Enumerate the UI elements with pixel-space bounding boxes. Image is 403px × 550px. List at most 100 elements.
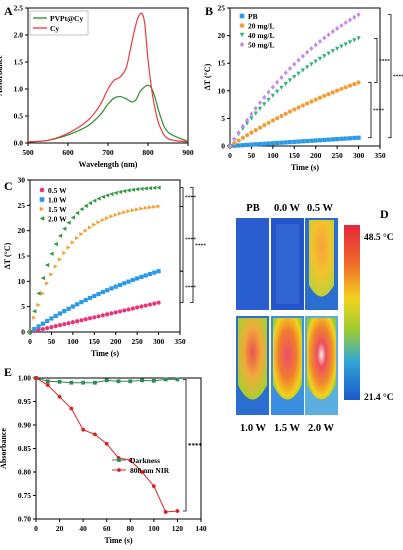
data-point <box>36 324 41 329</box>
data-point <box>92 293 97 299</box>
data-point <box>236 143 241 148</box>
data-point <box>105 193 110 198</box>
data-point <box>57 257 63 262</box>
y-tick-label: 0.75 <box>18 491 31 500</box>
data-point <box>40 326 45 332</box>
legend-label: 2.0 W <box>48 214 67 223</box>
data-point <box>128 458 133 463</box>
y-tick-label: 10 <box>18 277 26 286</box>
data-point <box>330 90 335 95</box>
x-tick-label: 40 <box>79 524 87 533</box>
data-point <box>287 109 293 114</box>
data-point <box>296 139 301 144</box>
data-point <box>92 198 97 203</box>
data-point <box>326 92 331 97</box>
data-point <box>49 316 54 321</box>
thermal-label-pb: PB <box>246 203 259 214</box>
data-point <box>266 141 271 146</box>
x-tick-label: 350 <box>174 337 186 346</box>
panel-letter-e: E <box>4 365 12 379</box>
legend-marker <box>39 197 45 202</box>
data-point <box>87 295 93 301</box>
data-point <box>305 65 310 70</box>
x-tick-label: 350 <box>374 151 386 160</box>
data-point <box>275 140 280 146</box>
series-2 <box>27 269 161 335</box>
data-point <box>283 140 288 145</box>
data-point <box>245 133 250 138</box>
spectrum-line-1 <box>27 84 189 143</box>
data-point <box>283 70 288 76</box>
data-point <box>309 138 314 143</box>
data-point <box>257 100 263 106</box>
x-tick-label: 200 <box>310 151 322 160</box>
y-tick-label: 5 <box>21 302 25 311</box>
data-point <box>249 111 254 117</box>
data-point <box>262 123 267 128</box>
data-point <box>105 312 110 317</box>
data-point <box>135 187 140 192</box>
panel-letter-d: D <box>380 207 389 221</box>
y-tick-label: 10 <box>218 86 226 95</box>
data-point <box>270 141 275 146</box>
data-point <box>279 74 284 81</box>
data-point <box>152 185 157 190</box>
data-point <box>152 270 157 275</box>
x-tick-label: 900 <box>182 148 194 157</box>
data-point <box>113 284 118 289</box>
legend-label: Darkness <box>130 456 160 465</box>
series-3 <box>27 204 161 335</box>
data-point <box>105 288 110 293</box>
data-point <box>352 14 357 20</box>
data-point <box>49 272 54 277</box>
data-point <box>139 206 144 211</box>
legend-marker <box>39 187 45 193</box>
data-point <box>352 81 357 87</box>
data-point <box>53 241 58 247</box>
significance-mark: **** <box>185 285 196 291</box>
significance-bracket: **** <box>183 379 203 512</box>
data-point <box>275 116 280 121</box>
data-point <box>79 207 84 212</box>
bracket-line <box>374 37 378 83</box>
data-point <box>140 378 144 383</box>
y-tick-label: 0 <box>221 142 225 151</box>
data-point <box>109 311 114 316</box>
data-point <box>45 318 50 324</box>
data-point <box>356 135 361 140</box>
data-point <box>117 189 123 195</box>
data-point <box>113 310 118 315</box>
y-tick-label: 5 <box>221 114 225 123</box>
data-point <box>305 49 310 55</box>
significance-bracket: **** <box>374 37 390 83</box>
legend-marker <box>239 32 245 38</box>
data-point <box>104 441 109 446</box>
data-point <box>356 36 361 41</box>
data-point <box>128 379 133 384</box>
y-tick-label: 1.00 <box>18 374 31 383</box>
data-point <box>109 214 114 219</box>
data-point <box>335 46 340 51</box>
data-point <box>343 42 348 47</box>
data-point <box>296 71 301 76</box>
data-point <box>113 190 118 195</box>
legend-box <box>29 10 89 36</box>
series-1 <box>227 135 361 149</box>
data-point <box>83 297 88 303</box>
data-point <box>126 279 131 284</box>
data-point <box>70 215 75 220</box>
y-tick-label: 0.0 <box>14 139 24 148</box>
legend-label: Cy <box>50 24 59 33</box>
y-tick-label: 0.90 <box>18 421 31 430</box>
data-point <box>105 216 110 221</box>
y-axis-label: Absorbance <box>0 428 8 469</box>
data-point <box>147 271 153 277</box>
data-point <box>335 25 340 32</box>
data-point <box>62 322 67 327</box>
legend-label: 808 nm NIR <box>130 466 170 475</box>
data-point <box>87 225 93 230</box>
data-point <box>75 319 80 324</box>
